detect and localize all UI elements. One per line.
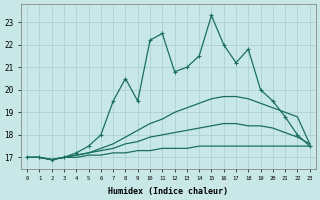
X-axis label: Humidex (Indice chaleur): Humidex (Indice chaleur) xyxy=(108,187,228,196)
